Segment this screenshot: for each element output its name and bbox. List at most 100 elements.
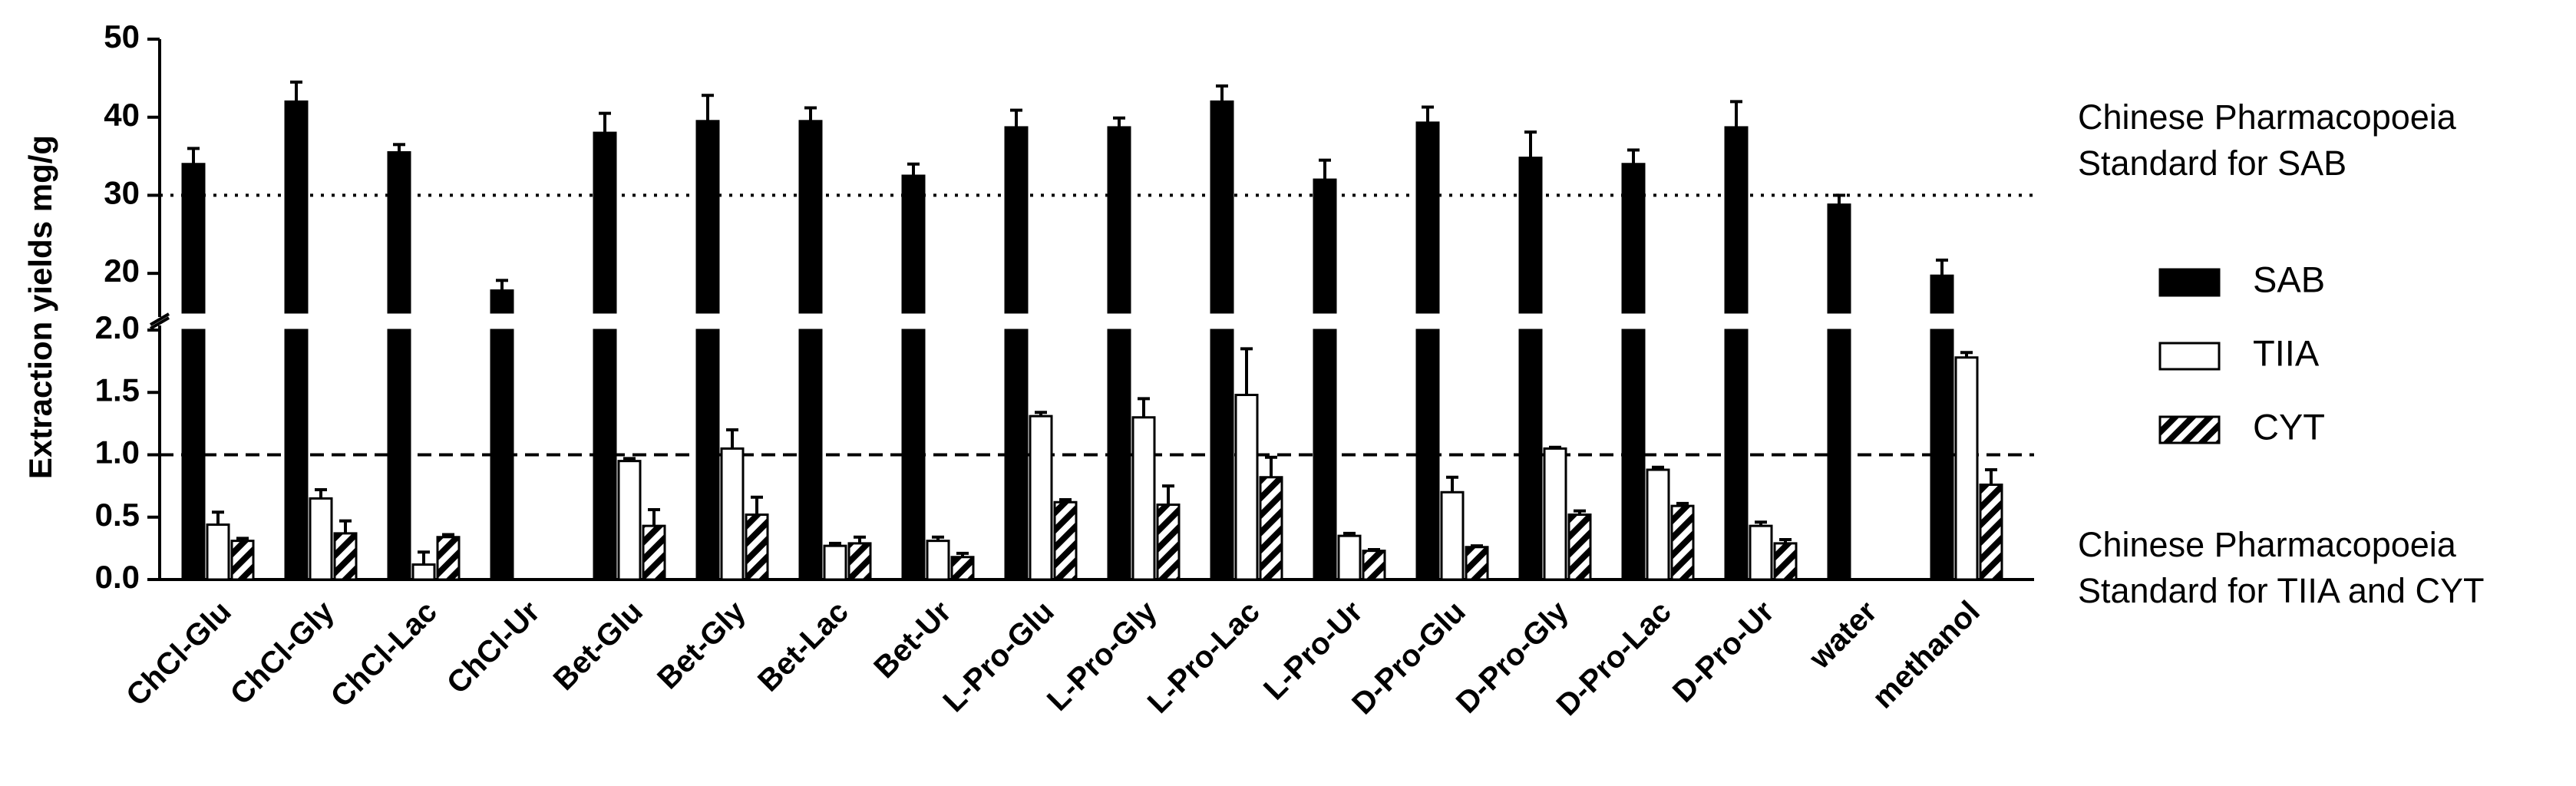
bar: [1053, 500, 1078, 581]
bar: [1621, 163, 1646, 314]
bar: [411, 563, 436, 581]
bar: [720, 447, 745, 581]
x-tick-label: Bet-Gly: [651, 594, 752, 695]
legend-swatch: [2158, 342, 2221, 371]
bar: [1107, 329, 1131, 581]
bar: [926, 540, 950, 581]
bar: [1415, 121, 1440, 314]
reference-label: Chinese Pharmacopoeia: [2078, 97, 2457, 137]
axis-break: [149, 316, 170, 330]
bar: [436, 536, 461, 581]
reference-label: Standard for SAB: [2078, 144, 2346, 183]
bar: [1362, 550, 1386, 581]
bar: [798, 329, 823, 581]
bar: [1234, 394, 1259, 581]
bar: [181, 163, 206, 314]
bar: [1004, 126, 1029, 314]
y-tick-label: 30: [104, 175, 140, 211]
bar: [1440, 490, 1465, 581]
bar: [1773, 542, 1798, 581]
bar: [1313, 178, 1337, 314]
y-tick-label: 1.0: [95, 434, 140, 471]
bar: [1156, 504, 1181, 581]
bar: [593, 329, 617, 581]
bar: [1518, 157, 1543, 314]
bar: [1131, 416, 1156, 581]
y-tick-label: 1.5: [95, 372, 140, 408]
bar: [847, 542, 872, 581]
bar: [1954, 356, 1979, 581]
bar: [206, 523, 230, 581]
bar: [1465, 546, 1489, 581]
bar: [387, 150, 411, 314]
bar: [1210, 329, 1234, 581]
bar: [745, 514, 769, 581]
bar: [593, 131, 617, 314]
x-tick-label: ChCl-Lac: [325, 595, 444, 714]
bar: [617, 460, 642, 581]
bar: [695, 120, 720, 314]
x-tick-label: Bet-Glu: [547, 595, 649, 697]
bar: [1259, 476, 1283, 581]
x-tick-label: water: [1802, 595, 1884, 676]
bar: [1029, 414, 1053, 581]
bar: [1313, 329, 1337, 581]
bar: [1670, 504, 1695, 581]
bar: [284, 329, 309, 581]
bar: [642, 524, 666, 581]
axis-break: [149, 312, 170, 326]
bar: [490, 289, 514, 314]
bar: [1415, 329, 1440, 581]
bar: [1337, 534, 1362, 581]
bar: [284, 100, 309, 314]
x-tick-label: L-Pro-Glu: [936, 595, 1061, 719]
bar: [798, 120, 823, 314]
bar: [950, 556, 975, 581]
x-tick-label: L-Pro-Lac: [1141, 595, 1267, 720]
bar: [1827, 329, 1851, 581]
bar: [333, 532, 358, 581]
bar: [1518, 329, 1543, 581]
bar: [309, 497, 333, 581]
bar: [1979, 484, 2003, 581]
bar: [1827, 203, 1851, 314]
legend-label: SAB: [2253, 259, 2325, 299]
x-tick-label: Bet-Ur: [867, 595, 958, 685]
bar: [1621, 329, 1646, 581]
y-tick-label: 20: [104, 253, 140, 289]
x-tick-label: Bet-Lac: [751, 595, 855, 698]
bar: [1646, 468, 1670, 581]
bar: [1567, 514, 1592, 581]
bar: [1930, 329, 1954, 581]
bar: [695, 329, 720, 581]
bar: [387, 329, 411, 581]
legend-label: CYT: [2253, 406, 2325, 447]
y-tick-label: 2.0: [95, 309, 140, 345]
bar: [1724, 126, 1749, 314]
y-tick-label: 50: [104, 18, 140, 54]
legend-swatch: [2158, 415, 2221, 444]
x-tick-label: methanol: [1866, 595, 1986, 715]
x-tick-label: D-Pro-Glu: [1346, 595, 1472, 722]
bar: [1107, 126, 1131, 314]
reference-label: Chinese Pharmacopoeia: [2078, 525, 2457, 564]
x-tick-label: ChCl-Ur: [441, 595, 547, 701]
bar: [1724, 329, 1749, 581]
reference-label: Standard for TIIA and CYT: [2078, 571, 2484, 610]
bar: [823, 544, 847, 581]
bar: [1749, 524, 1773, 581]
bar: [901, 329, 926, 581]
legend-label: TIIA: [2253, 332, 2320, 373]
y-tick-label: 40: [104, 97, 140, 133]
bar: [901, 174, 926, 314]
bar: [1004, 329, 1029, 581]
bar: [1930, 274, 1954, 314]
x-tick-label: ChCl-Gly: [224, 594, 342, 712]
bar: [1543, 447, 1567, 581]
bar: [1210, 100, 1234, 314]
bar: [490, 329, 514, 581]
x-tick-label: ChCl-Glu: [120, 595, 238, 713]
bar: [230, 540, 255, 581]
y-tick-label: 0.5: [95, 497, 140, 533]
